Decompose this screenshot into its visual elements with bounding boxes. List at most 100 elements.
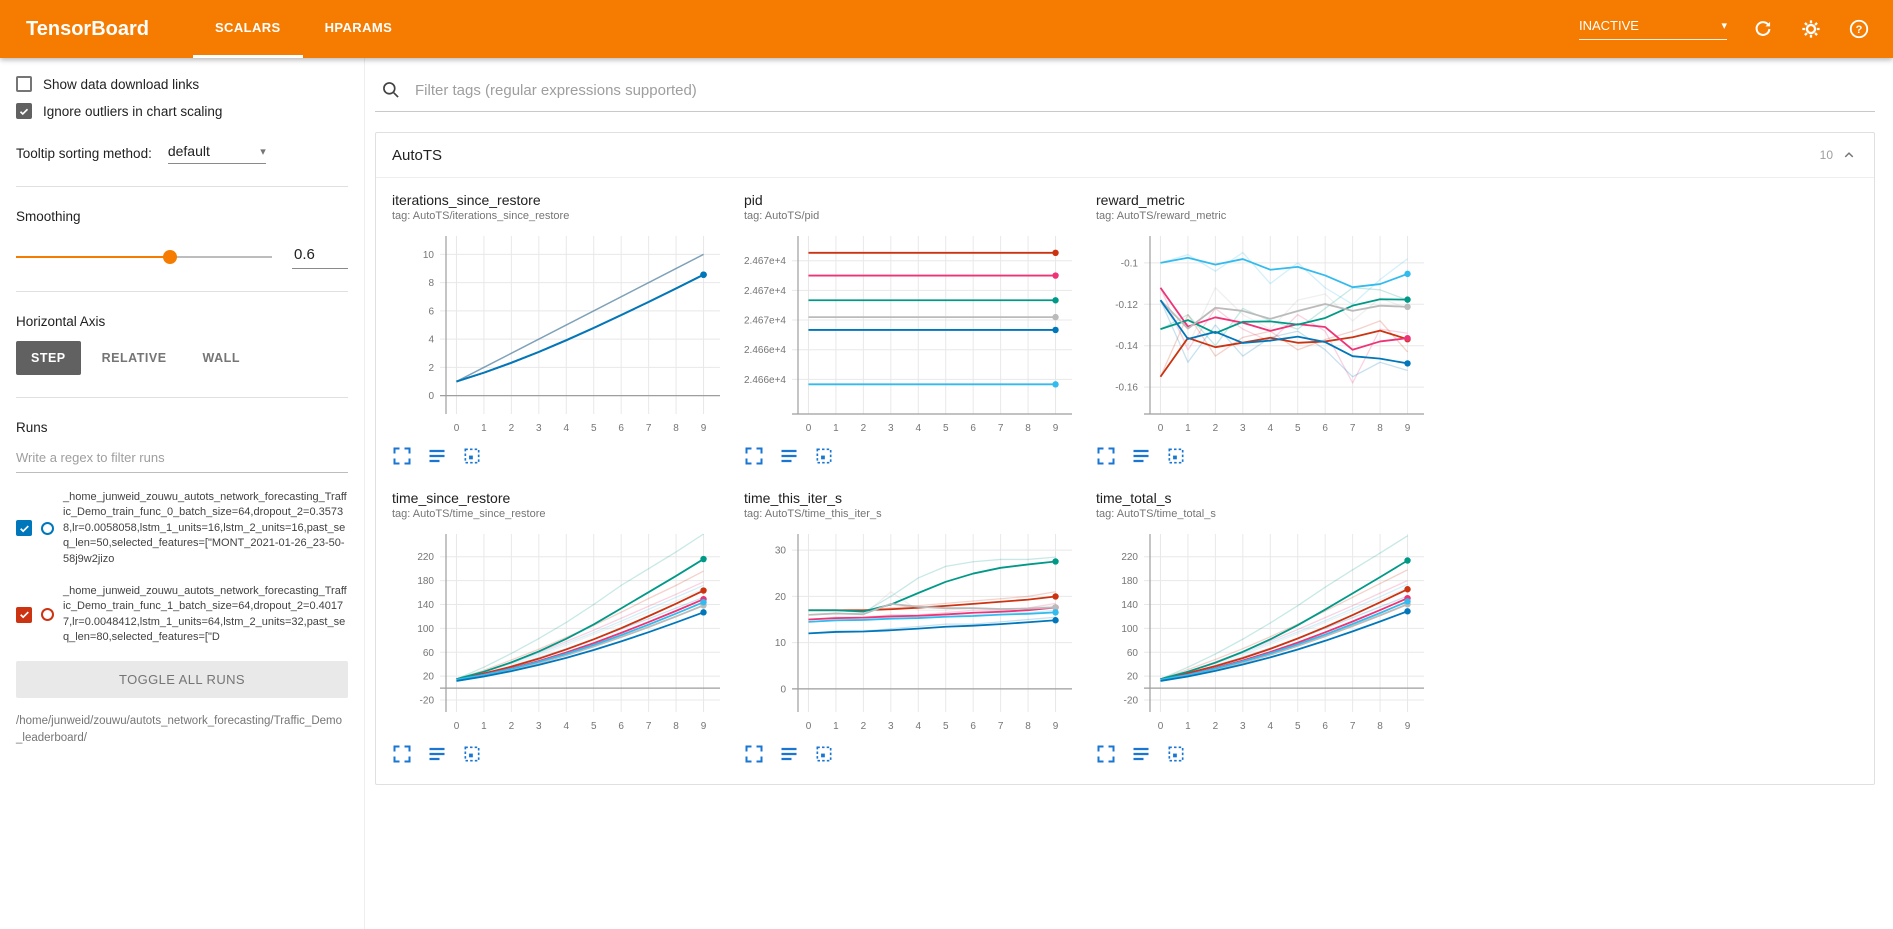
svg-text:180: 180 bbox=[1121, 576, 1138, 587]
chart-plot[interactable]: -20 20 60 100 140 180 220 0 1 2 3 4 5 6 7 8 9 bbox=[1096, 526, 1432, 736]
svg-text:2.466e+4: 2.466e+4 bbox=[744, 375, 786, 386]
svg-text:180: 180 bbox=[417, 576, 434, 587]
chart-title: pid bbox=[744, 192, 763, 208]
fit-data-icon[interactable] bbox=[814, 744, 834, 764]
header-tab-label: HPARAMS bbox=[324, 20, 393, 35]
header-tab[interactable]: HPARAMS bbox=[303, 0, 415, 58]
header-tab[interactable]: SCALARS bbox=[192, 0, 303, 58]
svg-text:4: 4 bbox=[563, 423, 569, 434]
svg-text:8: 8 bbox=[1377, 721, 1383, 732]
run-checkbox[interactable] bbox=[16, 520, 32, 537]
runs-list: _home_junweid_zouwu_autots_network_forec… bbox=[16, 490, 348, 646]
svg-text:3: 3 bbox=[888, 423, 894, 434]
svg-text:7: 7 bbox=[1350, 423, 1356, 434]
help-icon[interactable]: ? bbox=[1847, 17, 1871, 41]
expand-icon[interactable] bbox=[1096, 446, 1116, 466]
checkbox[interactable] bbox=[16, 103, 32, 119]
runs-menu-icon[interactable] bbox=[779, 744, 799, 764]
run-checkbox[interactable] bbox=[16, 606, 32, 623]
refresh-icon[interactable] bbox=[1751, 17, 1775, 41]
svg-text:9: 9 bbox=[1405, 423, 1411, 434]
svg-text:8: 8 bbox=[673, 721, 679, 732]
svg-text:30: 30 bbox=[775, 546, 787, 557]
check-icon bbox=[19, 108, 29, 115]
app-title: TensorBoard bbox=[26, 17, 149, 40]
chart-actions bbox=[392, 744, 744, 764]
sidebar-checkboxes: Show data download links Ignore outliers… bbox=[16, 76, 348, 119]
gear-icon[interactable] bbox=[1799, 17, 1823, 41]
checkbox[interactable] bbox=[16, 76, 32, 92]
expand-icon[interactable] bbox=[392, 744, 412, 764]
svg-text:0: 0 bbox=[454, 721, 460, 732]
tag-filter-input[interactable] bbox=[413, 80, 1869, 100]
divider bbox=[16, 397, 348, 398]
divider bbox=[16, 186, 348, 187]
svg-text:1: 1 bbox=[833, 721, 839, 732]
svg-text:8: 8 bbox=[1025, 721, 1031, 732]
header-tabs: SCALARS HPARAMS bbox=[192, 0, 415, 58]
chart-actions bbox=[392, 446, 744, 466]
expand-icon[interactable] bbox=[1096, 744, 1116, 764]
runs-filter-input[interactable] bbox=[16, 443, 348, 473]
run-radio[interactable] bbox=[41, 521, 54, 535]
tooltip-sort-row: Tooltip sorting method: default ▾ bbox=[16, 143, 348, 164]
chart-plot[interactable]: 0 2 4 6 8 10 0 1 2 3 4 5 6 7 8 9 bbox=[392, 228, 728, 438]
runs-menu-icon[interactable] bbox=[1131, 744, 1151, 764]
run-radio[interactable] bbox=[41, 608, 54, 622]
svg-text:140: 140 bbox=[417, 600, 434, 611]
axis-option-button[interactable]: WALL bbox=[188, 341, 255, 375]
tooltip-sort-label: Tooltip sorting method: bbox=[16, 146, 152, 161]
svg-text:3: 3 bbox=[536, 423, 542, 434]
tag-group-header[interactable]: AutoTS 10 bbox=[376, 133, 1874, 178]
chart-plot[interactable]: -20 20 60 100 140 180 220 0 1 2 3 4 5 6 7 8 9 bbox=[392, 526, 728, 736]
fit-data-icon[interactable] bbox=[462, 446, 482, 466]
tooltip-sort-select[interactable]: default ▾ bbox=[167, 143, 266, 164]
fit-data-icon[interactable] bbox=[1166, 744, 1186, 764]
svg-text:9: 9 bbox=[1405, 721, 1411, 732]
main-content: AutoTS 10 iterations_since_restore tag: … bbox=[365, 58, 1893, 929]
runs-menu-icon[interactable] bbox=[1131, 446, 1151, 466]
chart-card: time_total_s tag: AutoTS/time_total_s -2… bbox=[1096, 490, 1448, 764]
svg-text:0: 0 bbox=[428, 391, 434, 402]
runs-menu-icon[interactable] bbox=[427, 744, 447, 764]
chart-tag: tag: AutoTS/time_this_iter_s bbox=[744, 508, 882, 520]
svg-text:100: 100 bbox=[1121, 624, 1138, 635]
svg-text:9: 9 bbox=[701, 721, 707, 732]
runs-label: Runs bbox=[16, 420, 48, 435]
svg-text:2: 2 bbox=[861, 423, 867, 434]
run-item[interactable]: _home_junweid_zouwu_autots_network_forec… bbox=[16, 584, 348, 646]
sidebar-checkbox-row[interactable]: Show data download links bbox=[16, 76, 348, 92]
axis-option-button[interactable]: RELATIVE bbox=[87, 341, 182, 375]
axis-option-button[interactable]: STEP bbox=[16, 341, 81, 375]
chart-title: time_since_restore bbox=[392, 490, 511, 506]
chevron-up-icon[interactable] bbox=[1840, 146, 1858, 164]
expand-icon[interactable] bbox=[744, 744, 764, 764]
smoothing-value[interactable]: 0.6 bbox=[292, 244, 348, 269]
slider-thumb[interactable] bbox=[162, 249, 177, 264]
svg-text:2.467e+4: 2.467e+4 bbox=[744, 256, 786, 267]
svg-text:5: 5 bbox=[591, 721, 597, 732]
chart-plot[interactable]: 2.466e+4 2.466e+4 2.467e+4 2.467e+4 2.467e+4… bbox=[744, 228, 1080, 438]
chart-card: pid tag: AutoTS/pid 2.466e+4 2.466e+4 2.46… bbox=[744, 192, 1096, 466]
expand-icon[interactable] bbox=[392, 446, 412, 466]
toggle-all-runs-button[interactable]: TOGGLE ALL RUNS bbox=[16, 660, 348, 698]
tooltip-sort-value: default bbox=[167, 143, 210, 159]
fit-data-icon[interactable] bbox=[1166, 446, 1186, 466]
svg-text:100: 100 bbox=[417, 624, 434, 635]
run-item[interactable]: _home_junweid_zouwu_autots_network_forec… bbox=[16, 490, 348, 567]
runs-menu-icon[interactable] bbox=[779, 446, 799, 466]
fit-data-icon[interactable] bbox=[814, 446, 834, 466]
smoothing-slider[interactable] bbox=[16, 249, 272, 264]
expand-icon[interactable] bbox=[744, 446, 764, 466]
chart-plot[interactable]: -0.16 -0.14 -0.12 -0.1 0 1 2 3 4 5 6 7 8 9 bbox=[1096, 228, 1432, 438]
status-dropdown[interactable]: INACTIVE ▾ bbox=[1579, 18, 1727, 40]
fit-data-icon[interactable] bbox=[462, 744, 482, 764]
chart-tag: tag: AutoTS/time_since_restore bbox=[392, 508, 546, 520]
tag-group-meta: 10 bbox=[1820, 146, 1858, 164]
runs-menu-icon[interactable] bbox=[427, 446, 447, 466]
svg-text:8: 8 bbox=[673, 423, 679, 434]
horizontal-axis-options: STEP RELATIVE WALL bbox=[16, 341, 348, 375]
svg-text:-0.14: -0.14 bbox=[1115, 341, 1138, 352]
sidebar-checkbox-row[interactable]: Ignore outliers in chart scaling bbox=[16, 103, 348, 119]
chart-plot[interactable]: 0 10 20 30 0 1 2 3 4 5 6 7 8 9 bbox=[744, 526, 1080, 736]
